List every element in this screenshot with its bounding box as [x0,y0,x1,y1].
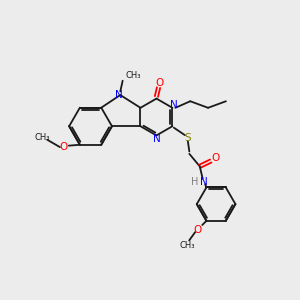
Text: CH₃: CH₃ [126,71,141,80]
Text: N: N [200,177,208,187]
Text: CH₃: CH₃ [180,241,195,250]
Text: O: O [212,153,220,163]
Text: S: S [184,133,191,142]
Text: CH₃: CH₃ [34,133,50,142]
Text: N: N [153,134,160,144]
Text: O: O [59,142,68,152]
Text: O: O [194,225,202,235]
Text: N: N [170,100,178,110]
Text: O: O [155,78,163,88]
Text: H: H [191,177,198,187]
Text: N: N [115,90,123,100]
